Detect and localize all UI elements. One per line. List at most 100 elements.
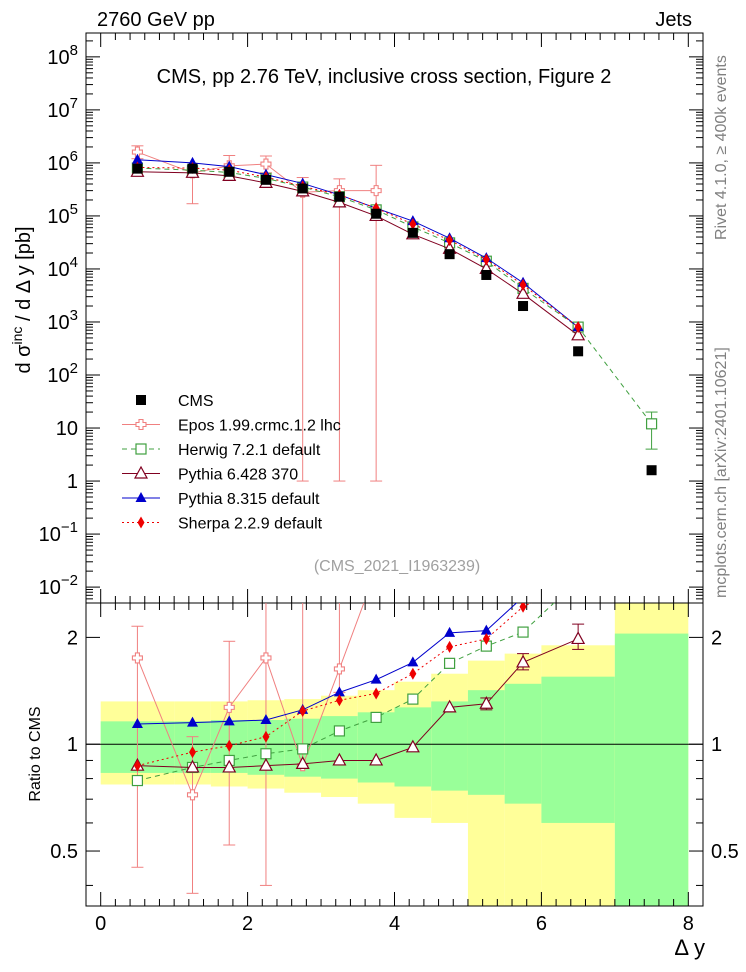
ratio-point <box>446 640 454 653</box>
y-tick-label-main: 103 <box>47 307 78 334</box>
ratio-point <box>409 667 417 680</box>
y-tick-label-main: 1 <box>67 471 78 493</box>
y-tick-label-main: 106 <box>47 148 78 175</box>
legend-label: Pythia 8.315 default <box>178 491 320 508</box>
ratio-point <box>519 603 527 613</box>
y-tick-label-main: 104 <box>47 254 78 281</box>
series-main-4 <box>133 161 582 334</box>
data-point <box>516 286 531 299</box>
ratio-point <box>333 663 345 675</box>
cms-data-point <box>481 269 492 280</box>
ratio-point <box>332 752 347 766</box>
legend-marker <box>136 395 146 405</box>
ratio-point <box>260 652 272 664</box>
series-ratio-4 <box>133 603 532 772</box>
y-axis-label-ratio: Ratio to CMS <box>27 706 44 801</box>
y-tick-label-ratio: 1 <box>67 734 78 756</box>
ratio-line <box>137 603 518 725</box>
series-main-3 <box>131 153 584 332</box>
data-point <box>131 153 143 164</box>
stat-uncertainty-band <box>357 712 395 783</box>
ratio-point <box>479 696 494 709</box>
ratio-point <box>131 718 143 729</box>
legend-entry: Pythia 8.315 default <box>122 491 320 508</box>
ratio-line <box>137 603 532 767</box>
cms-data-point <box>371 208 382 219</box>
ratio-point <box>186 789 199 801</box>
ratio-point <box>187 716 199 727</box>
x-tick-label: 4 <box>389 913 400 935</box>
legend-label: Pythia 6.428 370 <box>178 467 298 484</box>
data-point <box>574 321 582 334</box>
data-point <box>645 418 658 430</box>
header-right: Jets <box>655 9 692 31</box>
y-axis-label-main: d σinc / d Δ y [pb] <box>9 226 35 373</box>
y-tick-label-ratio-right: 0.5 <box>711 841 739 863</box>
legend: CMS Epos 1.99.crmc.1.2 lhc Herwig 7.2.1 de… <box>122 393 341 533</box>
y-tick-label-main: 10 <box>56 418 78 440</box>
x-tick-label: 6 <box>536 913 547 935</box>
ratio-point <box>516 654 531 668</box>
axis-tick-labels: 0 2 4 6 8 10−2 10−1 1 10 102 103 104 105 106 107 108 0.5… <box>39 42 739 935</box>
cms-data-point <box>518 301 529 312</box>
data-point <box>409 218 417 231</box>
y-tick-label-main: 108 <box>47 42 78 69</box>
ratio-point <box>260 748 272 760</box>
ratio-point <box>333 725 346 737</box>
legend-marker <box>133 465 149 479</box>
y-tick-label-main: 10−2 <box>39 572 78 599</box>
ratio-point <box>131 652 143 664</box>
uncertainty-bands <box>100 603 689 906</box>
data-point <box>370 185 382 197</box>
ratio-point <box>517 626 529 638</box>
ratio-series-layer <box>130 603 586 894</box>
cms-data-point <box>224 166 235 177</box>
ratio-point <box>442 699 457 713</box>
legend-marker <box>135 418 147 431</box>
ratio-point <box>480 624 492 635</box>
ratio-point <box>223 715 235 726</box>
y-tick-label-main: 107 <box>47 95 78 122</box>
data-point <box>519 278 527 291</box>
ratio-point <box>444 626 456 637</box>
header-left: 2760 GeV pp <box>97 9 215 31</box>
ratio-point <box>335 694 343 707</box>
y-tick-label-ratio: 0.5 <box>50 841 78 863</box>
ratio-point <box>571 631 586 645</box>
ratio-point <box>260 714 272 725</box>
y-tick-label-ratio-right: 1 <box>711 734 722 756</box>
legend-marker <box>137 516 145 529</box>
legend-entry: Sherpa 2.2.9 default <box>122 516 323 533</box>
data-point <box>571 327 586 341</box>
ratio-point <box>482 632 490 645</box>
x-tick-label: 8 <box>683 913 694 935</box>
cms-data-point <box>444 249 455 260</box>
ratio-line <box>137 638 579 768</box>
cms-data-point <box>573 346 584 357</box>
data-point <box>482 253 490 266</box>
ratio-point <box>262 730 270 743</box>
ratio-point <box>222 759 237 773</box>
analysis-watermark: (CMS_2021_I1963239) <box>314 558 480 575</box>
series-line <box>137 167 652 425</box>
cms-data-point <box>297 183 308 194</box>
x-tick-label: 2 <box>242 913 253 935</box>
ratio-point <box>297 743 309 755</box>
cms-data-point <box>260 174 271 185</box>
legend-entry: CMS <box>136 393 214 410</box>
ratio-point <box>225 739 233 752</box>
legend-label: Epos 1.99.crmc.1.2 lhc <box>178 418 341 435</box>
y-tick-label-ratio: 2 <box>67 627 78 649</box>
legend-entry: Herwig 7.2.1 default <box>122 442 321 459</box>
legend-label: Herwig 7.2.1 default <box>178 442 321 459</box>
data-point <box>131 146 143 158</box>
axis-ticks <box>86 33 703 906</box>
ratio-point <box>443 657 456 669</box>
ratio-point <box>333 686 345 697</box>
cms-data-point <box>646 465 657 476</box>
x-axis-label: Δ y <box>674 935 705 960</box>
y-tick-label-main: 102 <box>47 360 78 387</box>
series-line <box>137 166 579 328</box>
series-main-2 <box>130 164 586 341</box>
